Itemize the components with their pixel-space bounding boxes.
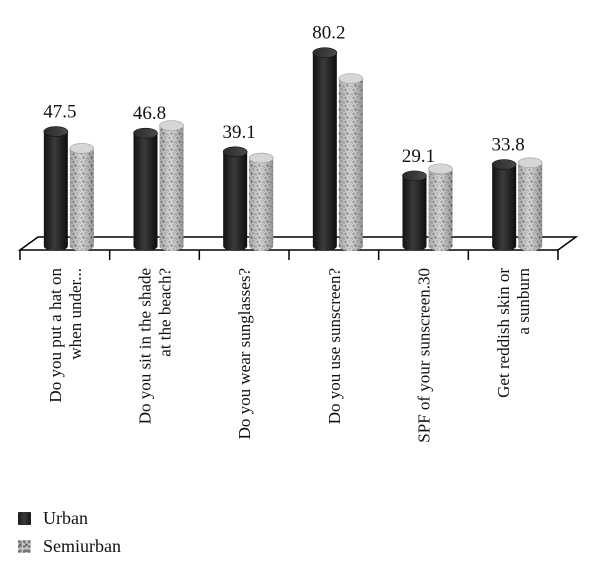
- bar-shade-semiurban-0: [69, 148, 94, 251]
- bar-shade-semiurban-1: [159, 125, 184, 251]
- legend-swatch-urban: [18, 511, 31, 525]
- category-label-1: Do you sit in the shadeat the beach?: [136, 268, 175, 424]
- bar-top-semiurban-5: [517, 157, 543, 169]
- category-label-line-1-1: at the beach?: [156, 268, 175, 357]
- category-label-line-5-0: Get reddish skin or: [494, 268, 513, 398]
- value-label-4: 29.1: [402, 146, 435, 167]
- value-label-2: 39.1: [223, 122, 256, 143]
- bar-urban-0: [43, 126, 69, 252]
- bar-top-urban-5: [491, 159, 517, 170]
- value-label-1: 46.8: [133, 103, 166, 124]
- category-label-2: Do you wear sunglasses?: [235, 268, 254, 439]
- bar-body-urban-3: [312, 52, 337, 251]
- bar-semiurban-1: [159, 120, 184, 251]
- value-label-5: 33.8: [492, 135, 525, 156]
- category-label-line-0-0: Do you put a hat on: [46, 268, 65, 403]
- bar-semiurban-3: [338, 73, 364, 251]
- bar-semiurban-5: [517, 157, 543, 251]
- bar-shade-semiurban-4: [428, 168, 453, 251]
- bar-body-urban-5: [492, 164, 517, 251]
- category-label-line-4-0: SPF of your sunscreen.30: [415, 268, 434, 443]
- category-label-0: Do you put a hat onwhen under...: [46, 268, 85, 403]
- legend-item-semiurban: Semiurban: [18, 533, 121, 559]
- bar-top-urban-4: [402, 170, 427, 182]
- category-label-line-0-1: when under...: [66, 268, 85, 360]
- legend: Urban Semiurban: [18, 505, 121, 561]
- bar-body-urban-4: [402, 175, 427, 251]
- bar-semiurban-2: [248, 152, 274, 251]
- bar-top-semiurban-3: [338, 73, 364, 84]
- bar-top-urban-1: [133, 127, 158, 139]
- category-label-3: Do you use sunscreen?: [325, 268, 344, 424]
- bar-urban-3: [312, 47, 338, 251]
- bar-top-semiurban-1: [159, 120, 184, 131]
- bar-top-semiurban-2: [248, 152, 274, 164]
- bar-shade-semiurban-3: [338, 78, 363, 251]
- bar-top-urban-0: [43, 126, 69, 137]
- bar-urban-4: [402, 170, 427, 251]
- bar-shade-semiurban-5: [518, 162, 543, 251]
- category-label-line-5-1: a sunburn: [514, 268, 533, 335]
- category-label-5: Get reddish skin ora sunburn: [494, 268, 533, 398]
- bar-body-urban-1: [133, 133, 158, 251]
- category-label-line-2-0: Do you wear sunglasses?: [235, 268, 254, 439]
- bar-top-urban-2: [222, 146, 248, 158]
- bar-urban-5: [491, 159, 517, 251]
- bar-body-urban-2: [223, 151, 248, 251]
- bar-top-semiurban-4: [428, 163, 453, 175]
- category-label-line-1-0: Do you sit in the shade: [136, 268, 155, 424]
- legend-item-urban: Urban: [18, 505, 121, 531]
- bar-shade-semiurban-2: [249, 158, 274, 251]
- legend-label-semiurban: Semiurban: [43, 535, 121, 556]
- bar-urban-2: [222, 146, 248, 251]
- bar-semiurban-4: [428, 163, 453, 251]
- bar-top-semiurban-0: [69, 143, 95, 154]
- legend-swatch-semiurban: [18, 539, 31, 553]
- bar-urban-1: [133, 127, 158, 251]
- category-label-4: SPF of your sunscreen.30: [415, 268, 434, 443]
- bar-body-urban-0: [43, 131, 68, 252]
- category-label-line-3-0: Do you use sunscreen?: [325, 268, 344, 424]
- bar-semiurban-0: [69, 143, 95, 251]
- bar-top-urban-3: [312, 47, 338, 59]
- legend-label-urban: Urban: [43, 507, 88, 528]
- value-label-3: 80.2: [312, 23, 345, 44]
- value-label-0: 47.5: [43, 102, 76, 123]
